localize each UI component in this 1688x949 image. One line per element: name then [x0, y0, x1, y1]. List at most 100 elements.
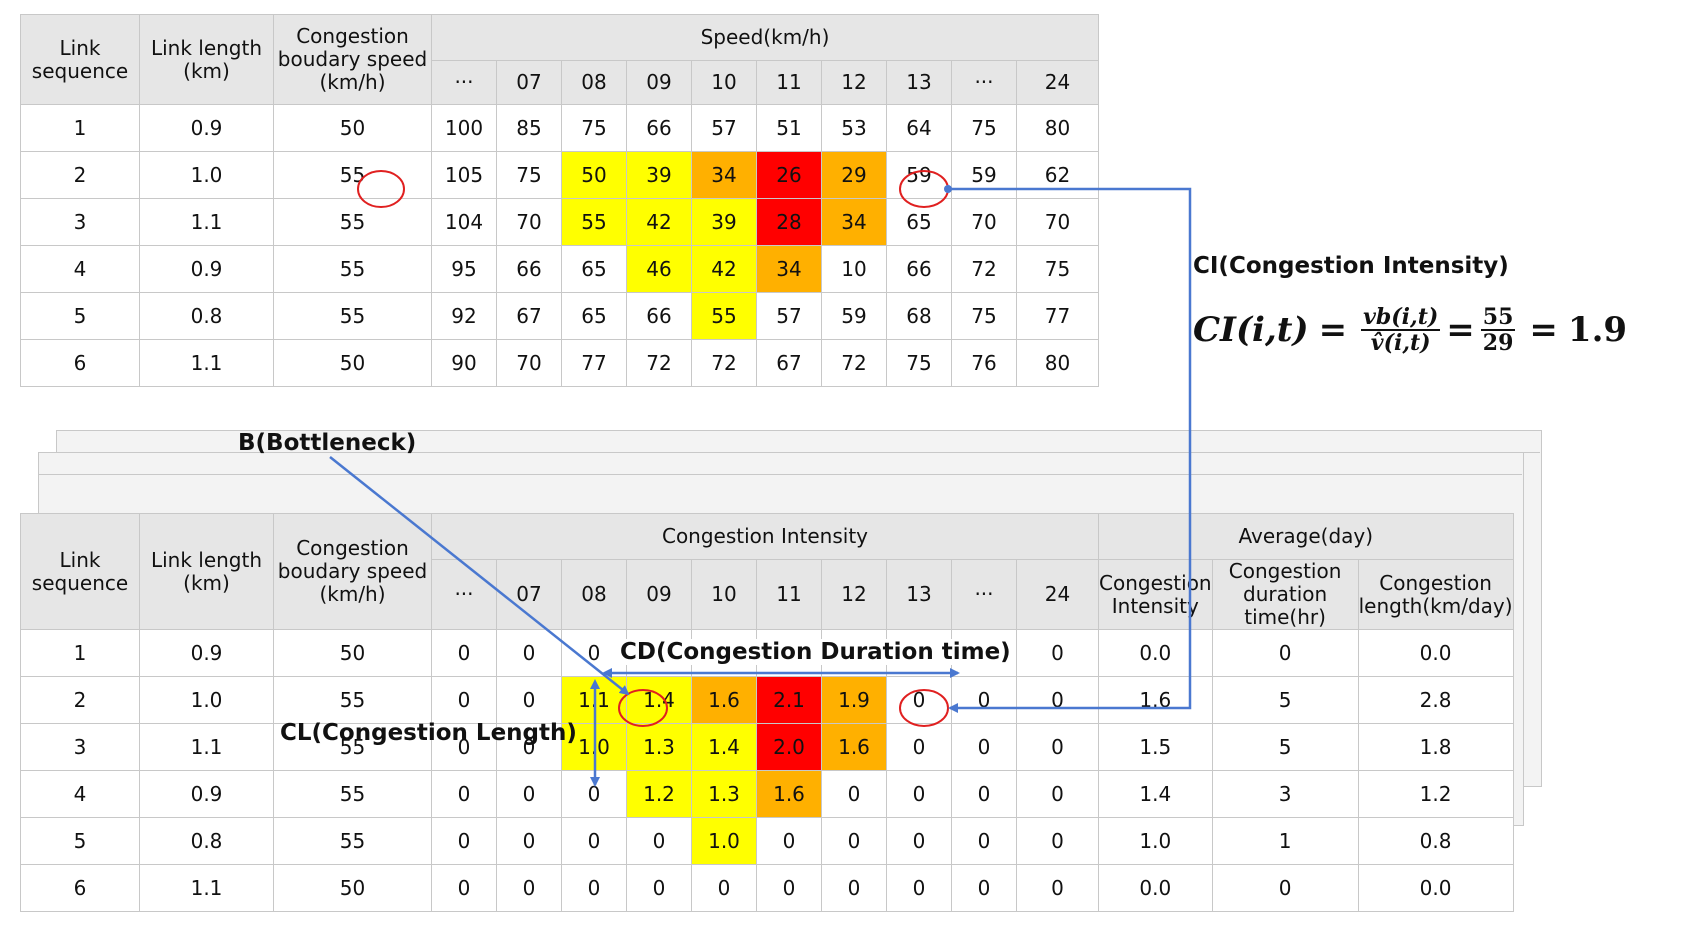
cell-hour-value: 1.6 [821, 723, 887, 771]
cell-link-sequence: 6 [20, 339, 140, 387]
cell-link-sequence: 1 [20, 629, 140, 677]
cell-hour-value: 70 [496, 339, 562, 387]
cell-hour-value: 0 [756, 817, 822, 865]
cell-hour-value: 75 [951, 104, 1017, 152]
cell-hour-value: 50 [561, 151, 627, 199]
header-hour: 08 [561, 559, 627, 630]
cell-hour-value: 0 [496, 770, 562, 818]
cell-hour-value: 57 [756, 292, 822, 340]
table-row: 2 1.0 55 105 75 50 39 34 26 29 59 59 62 [20, 151, 1099, 199]
circle-speed-29 [899, 170, 949, 208]
header-hour: ··· [951, 559, 1017, 630]
ci-connector-arrow [948, 187, 1192, 713]
header-link-length: Link length (km) [139, 14, 274, 105]
cell-hour-value: 67 [756, 339, 822, 387]
cell-hour-value: 0 [886, 864, 952, 912]
cell-boundary-speed: 55 [273, 151, 432, 199]
cell-hour-value: 76 [951, 339, 1017, 387]
header-hour: 07 [496, 60, 562, 105]
cell-hour-value: 70 [496, 198, 562, 246]
cell-link-length: 0.9 [139, 104, 274, 152]
cell-hour-value: 1.4 [691, 723, 757, 771]
cell-hour-value: 70 [951, 198, 1017, 246]
formula-fraction-numeric: 55 29 [1480, 305, 1516, 357]
cell-hour-value: 66 [626, 292, 692, 340]
cell-hour-value: 29 [821, 151, 887, 199]
header-average-group: Average(day) [1098, 513, 1514, 560]
cell-average-intensity: 1.6 [1098, 676, 1213, 724]
cell-hour-value: 0 [1016, 723, 1099, 771]
cell-link-sequence: 4 [20, 770, 140, 818]
length-label: CL(Congestion Length) [280, 720, 577, 746]
cell-hour-value: 66 [886, 245, 952, 293]
cell-hour-value: 1.4 [626, 676, 692, 724]
cell-hour-value: 72 [821, 339, 887, 387]
cell-average-duration: 0 [1211, 864, 1359, 912]
cell-hour-value: 77 [1016, 292, 1099, 340]
cell-hour-value: 28 [756, 198, 822, 246]
cell-boundary-speed: 55 [273, 676, 432, 724]
header-hour: 12 [821, 60, 887, 105]
cell-average-intensity: 0.0 [1098, 629, 1213, 677]
cell-hour-value: 72 [691, 339, 757, 387]
cell-boundary-speed: 50 [273, 864, 432, 912]
cell-average-intensity: 1.4 [1098, 770, 1213, 818]
header-hour: ··· [431, 60, 497, 105]
formula-lhs: CI(i,t) [1193, 310, 1309, 351]
header-intensity-group: Congestion Intensity [431, 513, 1099, 560]
cell-hour-value: 77 [561, 339, 627, 387]
cell-hour-value: 66 [626, 104, 692, 152]
cell-link-sequence: 6 [20, 864, 140, 912]
cell-boundary-speed: 55 [273, 198, 432, 246]
circle-boundary-speed [357, 170, 405, 208]
cell-hour-value: 1.2 [626, 770, 692, 818]
cell-hour-value: 34 [821, 198, 887, 246]
header-hour: 09 [626, 60, 692, 105]
cell-hour-value: 1.9 [821, 676, 887, 724]
cell-hour-value: 0 [431, 770, 497, 818]
header-boundary-speed: Congestion boudary speed (km/h) [273, 14, 432, 105]
cell-hour-value: 39 [626, 151, 692, 199]
cell-hour-value: 0 [1016, 864, 1099, 912]
cell-hour-value: 0 [1016, 770, 1099, 818]
formula-denominator-value: 29 [1482, 330, 1514, 357]
cell-hour-value: 34 [756, 245, 822, 293]
circle-ci-1-1 [618, 689, 668, 727]
table-row: 5 0.8 55 0 0 0 0 1.0 0 0 0 0 0 1.0 1 0.8 [20, 817, 1514, 865]
cell-hour-value: 85 [496, 104, 562, 152]
cell-hour-value: 1.3 [626, 723, 692, 771]
cell-boundary-speed: 50 [273, 629, 432, 677]
cell-link-length: 1.1 [139, 723, 274, 771]
cell-hour-value: 66 [496, 245, 562, 293]
circle-ci-1-9 [899, 689, 949, 727]
cell-boundary-speed: 55 [273, 292, 432, 340]
cell-hour-value: 105 [431, 151, 497, 199]
cell-link-length: 0.9 [139, 245, 274, 293]
cell-average-length: 1.8 [1357, 723, 1514, 771]
cell-boundary-speed: 55 [273, 770, 432, 818]
cell-hour-value: 0 [626, 864, 692, 912]
header-link-length: Link length (km) [139, 513, 274, 630]
cell-link-sequence: 3 [20, 723, 140, 771]
cell-hour-value: 1.0 [691, 817, 757, 865]
cell-hour-value: 59 [821, 292, 887, 340]
cell-hour-value: 0 [951, 723, 1017, 771]
cell-hour-value: 0 [561, 864, 627, 912]
cell-hour-value: 0 [951, 864, 1017, 912]
header-hour: 10 [691, 559, 757, 630]
cell-hour-value: 0 [951, 770, 1017, 818]
cell-hour-value: 0 [496, 723, 562, 771]
table-row: 5 0.8 55 92 67 65 66 55 57 59 68 75 77 [20, 292, 1099, 340]
formula-equals: = [1318, 310, 1348, 351]
cell-hour-value: 0 [886, 676, 952, 724]
header-hour: 12 [821, 559, 887, 630]
header-hour: 07 [496, 559, 562, 630]
cell-hour-value: 0 [886, 817, 952, 865]
cell-link-length: 0.9 [139, 629, 274, 677]
header-avg-ci: Congestion Intensity [1098, 559, 1213, 630]
cell-boundary-speed: 50 [273, 104, 432, 152]
cell-hour-value: 34 [691, 151, 757, 199]
cell-boundary-speed: 55 [273, 245, 432, 293]
cell-hour-value: 95 [431, 245, 497, 293]
